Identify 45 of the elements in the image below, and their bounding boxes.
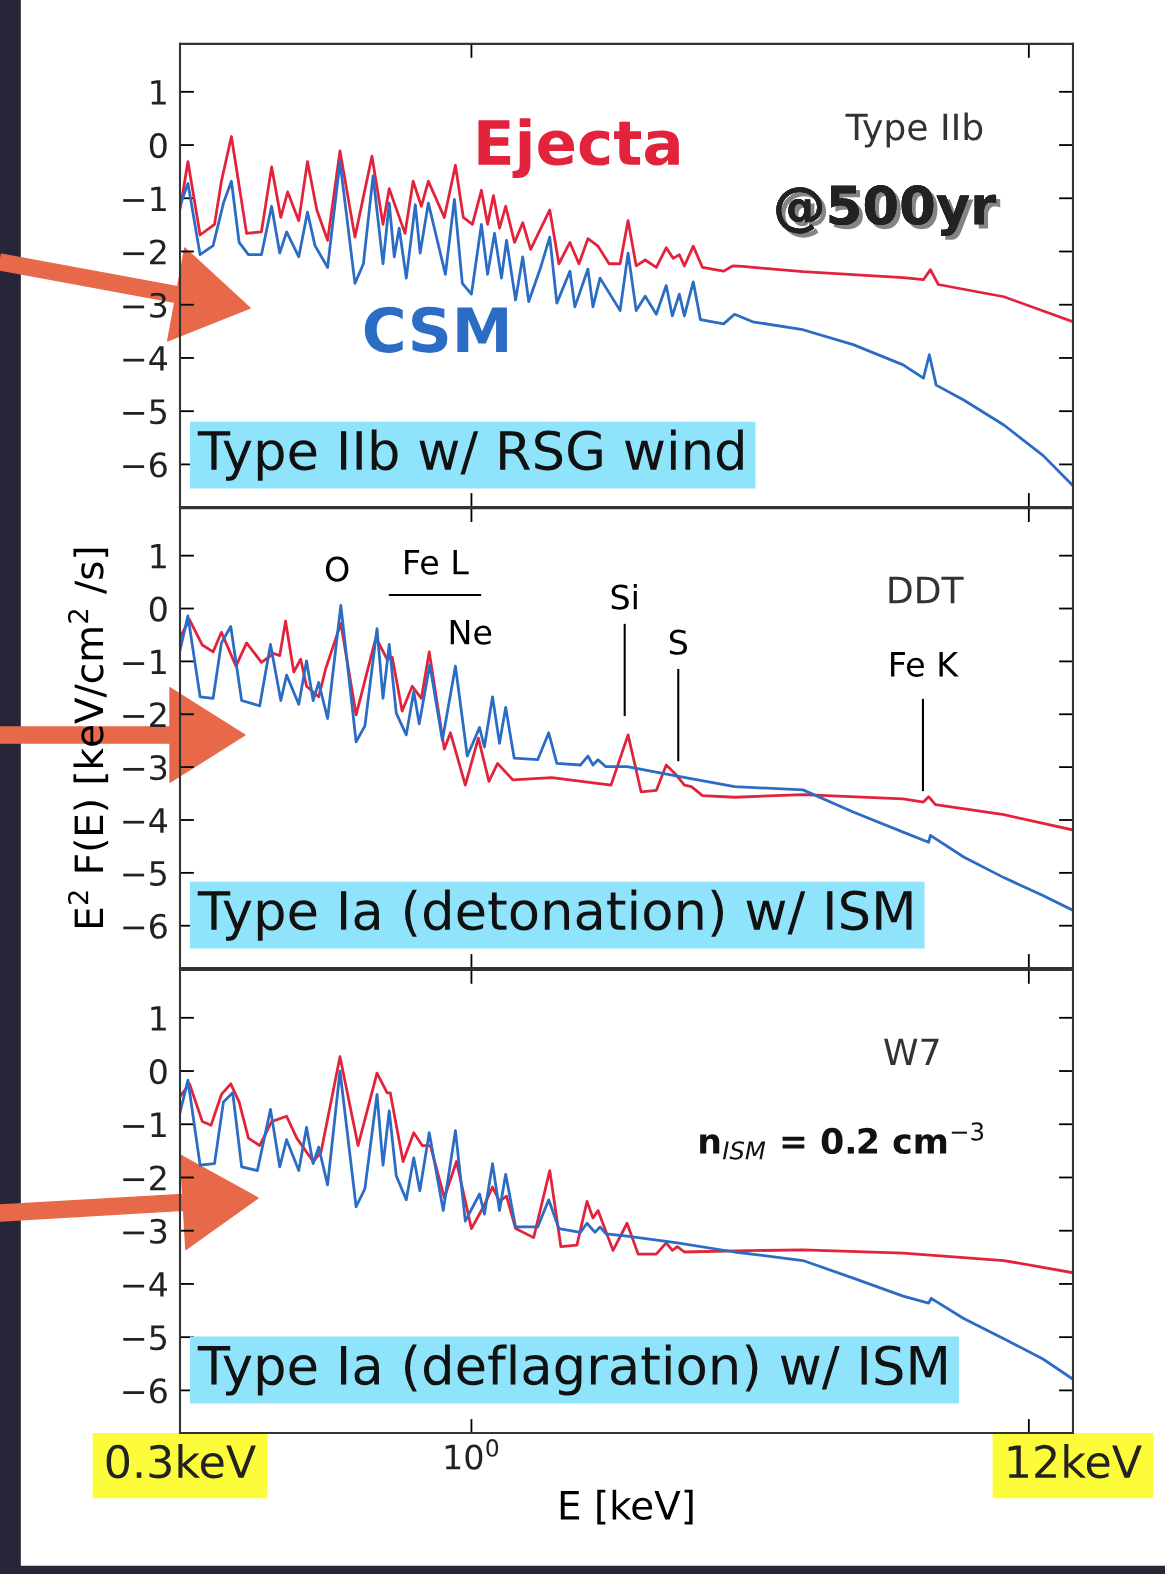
- y-tick-label: −1: [123, 186, 166, 211]
- y-tick-label: 0: [149, 1058, 167, 1085]
- y-tick-label: −1: [123, 649, 166, 675]
- y-tick-label: 1: [151, 544, 166, 569]
- x-tick-label: 10$^{0}$: [445, 1439, 499, 1470]
- y-tick-label: −3: [123, 1218, 167, 1244]
- y-tick-label: −6: [123, 913, 167, 939]
- y-tick-label: 0: [149, 132, 167, 159]
- y-tick-label: −4: [123, 346, 168, 371]
- x-axis-title: E [keV]: [560, 1489, 693, 1525]
- annotation: S: [669, 629, 687, 655]
- annotation: Type IIb w/ RSG wind: [197, 429, 743, 481]
- y-tick-label: 1: [151, 80, 166, 105]
- y-tick-label: −1: [123, 1112, 166, 1137]
- y-tick-label: −6: [123, 452, 167, 478]
- y-tick-label: −3: [123, 755, 167, 781]
- y-tick-label: 1: [151, 1006, 166, 1031]
- y-tick-label: 0: [149, 596, 167, 622]
- y-tick-label: −2: [123, 1165, 166, 1191]
- y-tick-label: −2: [123, 239, 166, 265]
- annotation: O: [325, 556, 349, 582]
- annotation: Fe L: [405, 550, 469, 575]
- y-tick-label: −4: [123, 808, 168, 833]
- annotation: Type Ia (detonation) w/ ISM: [197, 889, 912, 941]
- y-tick-label: −6: [123, 1378, 167, 1404]
- y-tick-label: −2: [123, 702, 166, 727]
- series-label: Ejecta: [478, 118, 679, 178]
- annotation: Fe K: [891, 652, 959, 677]
- y-tick-label: −3: [123, 292, 167, 318]
- annotation: Type Ia (deflagration) w/ ISM: [197, 1344, 946, 1396]
- y-tick-label: −5: [123, 1325, 166, 1351]
- y-axis-title: E$^{2}$ F(E) [keV/cm$^{2}$ /s]: [67, 548, 109, 928]
- x-tick-label: 12keV: [1008, 1444, 1142, 1479]
- annotation: @500yr: [776, 185, 1001, 240]
- annotation: Type IIb: [845, 112, 983, 148]
- x-tick-label: 0.3keV: [106, 1444, 256, 1479]
- annotation: DDT: [889, 576, 964, 604]
- y-tick-label: −4: [123, 1272, 168, 1297]
- annotation: W7: [884, 1038, 939, 1066]
- y-tick-label: −5: [123, 861, 166, 886]
- y-tick-label: −5: [123, 399, 166, 425]
- annotation: n$_{ISM}$ = 0.2 cm$^{−3}$: [700, 1122, 984, 1160]
- annotation: Si: [611, 583, 637, 610]
- annotation: Ne: [450, 619, 492, 645]
- series-label: CSM: [364, 306, 507, 353]
